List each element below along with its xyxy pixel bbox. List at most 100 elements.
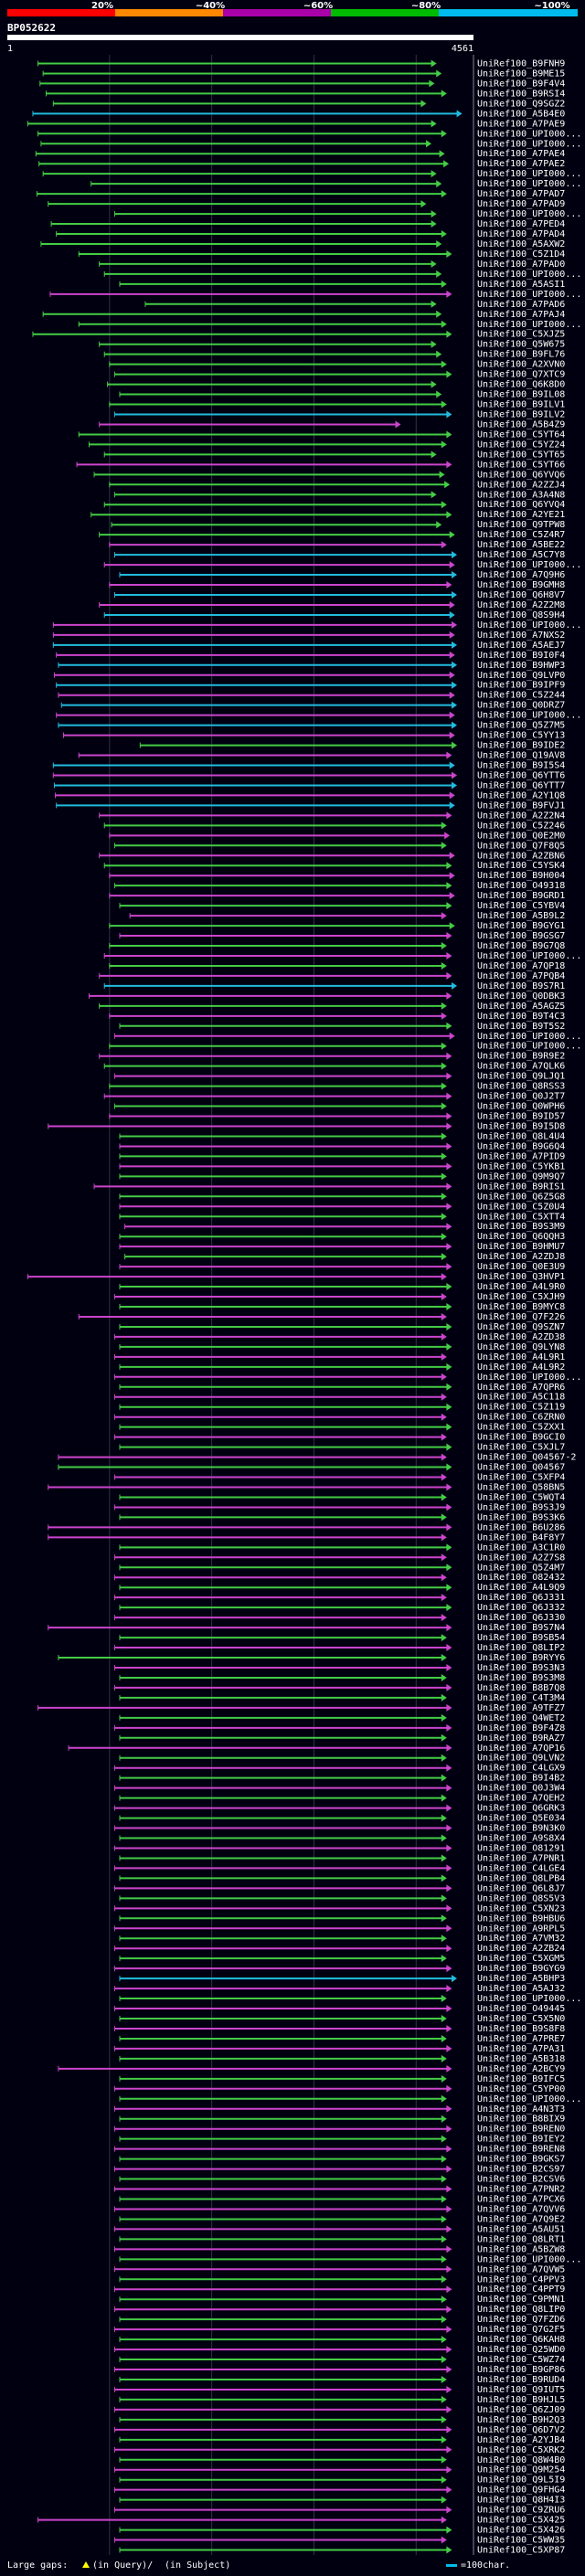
hit-label[interactable]: UniRef100_B6U286 bbox=[477, 1522, 565, 1532]
hit-row[interactable]: UniRef100_A4L9R0 bbox=[119, 1282, 565, 1292]
hit-row[interactable]: UniRef100_B9ME15 bbox=[42, 69, 565, 79]
hit-label[interactable]: UniRef100_C4LGE4 bbox=[477, 1863, 565, 1873]
hit-label[interactable]: UniRef100_A7PRE7 bbox=[477, 2034, 565, 2044]
hit-row[interactable]: UniRef100_Q9FHG4 bbox=[113, 2486, 565, 2496]
hit-label[interactable]: UniRef100_B9S3K6 bbox=[477, 1512, 565, 1522]
hit-label[interactable]: UniRef100_A5AXW2 bbox=[477, 239, 565, 249]
hit-label[interactable]: UniRef100_B9RAZ7 bbox=[477, 1733, 565, 1744]
hit-row[interactable]: UniRef100_UPI000... bbox=[119, 2094, 581, 2104]
hit-row[interactable]: UniRef100_C5XJH9 bbox=[113, 1292, 565, 1302]
hit-label[interactable]: UniRef100_A7PAJ4 bbox=[477, 310, 565, 320]
hit-row[interactable]: UniRef100_A2ZB24 bbox=[113, 1944, 565, 1954]
hit-row[interactable]: UniRef100_A7PAE2 bbox=[38, 159, 566, 169]
hit-label[interactable]: UniRef100_A7PAD9 bbox=[477, 199, 565, 209]
hit-row[interactable]: UniRef100_C5XFP4 bbox=[113, 1473, 565, 1483]
hit-row[interactable]: UniRef100_A7PQB4 bbox=[99, 971, 566, 981]
hit-row[interactable]: UniRef100_Q04567-2 bbox=[58, 1453, 576, 1463]
hit-label[interactable]: UniRef100_A2Z2M8 bbox=[477, 600, 565, 610]
hit-row[interactable]: UniRef100_Q9LVP0 bbox=[53, 671, 565, 681]
hit-row[interactable]: UniRef100_Q9M254 bbox=[113, 2465, 565, 2475]
hit-row[interactable]: UniRef100_C5XRK2 bbox=[113, 2445, 565, 2455]
hit-label[interactable]: UniRef100_A7QLK6 bbox=[477, 1062, 565, 1072]
hit-label[interactable]: UniRef100_O82432 bbox=[477, 1573, 565, 1583]
hit-row[interactable]: UniRef100_Q6YVQ6 bbox=[93, 470, 565, 480]
hit-label[interactable]: UniRef100_Q9M254 bbox=[477, 2465, 565, 2475]
hit-label[interactable]: UniRef100_A2ZD38 bbox=[477, 1332, 565, 1342]
hit-row[interactable]: UniRef100_A7QVW5 bbox=[113, 2264, 565, 2274]
hit-label[interactable]: UniRef100_Q9M9Q7 bbox=[477, 1171, 565, 1182]
hit-row[interactable]: UniRef100_A7PED4 bbox=[50, 219, 565, 229]
hit-row[interactable]: UniRef100_B9F4Z8 bbox=[113, 1723, 565, 1733]
hit-label[interactable]: UniRef100_A5B318 bbox=[477, 2054, 565, 2064]
hit-row[interactable]: UniRef100_B9GKS7 bbox=[119, 2155, 565, 2165]
hit-label[interactable]: UniRef100_Q5W675 bbox=[477, 340, 565, 350]
hit-row[interactable]: UniRef100_UPI000... bbox=[90, 179, 582, 189]
hit-label[interactable]: UniRef100_C5X425 bbox=[477, 2516, 565, 2526]
hit-row[interactable]: UniRef100_B9IL08 bbox=[119, 390, 565, 400]
hit-row[interactable]: UniRef100_Q6Z5G8 bbox=[119, 1192, 565, 1202]
hit-row[interactable]: UniRef100_B9FNH9 bbox=[37, 58, 566, 69]
hit-label[interactable]: UniRef100_UPI000... bbox=[477, 560, 581, 570]
hit-label[interactable]: UniRef100_A4L9R1 bbox=[477, 1352, 565, 1362]
hit-row[interactable]: UniRef100_B9S3M9 bbox=[124, 1222, 566, 1232]
hit-label[interactable]: UniRef100_Q6K8D0 bbox=[477, 380, 565, 390]
hit-label[interactable]: UniRef100_A9S8X4 bbox=[477, 1834, 565, 1844]
hit-row[interactable]: UniRef100_B9S3K6 bbox=[119, 1512, 565, 1522]
hit-label[interactable]: UniRef100_A7PED4 bbox=[477, 219, 565, 229]
hit-label[interactable]: UniRef100_A7PAE9 bbox=[477, 119, 565, 129]
hit-row[interactable]: UniRef100_C5XJL7 bbox=[119, 1443, 565, 1453]
hit-label[interactable]: UniRef100_C9PMN1 bbox=[477, 2295, 565, 2305]
hit-row[interactable]: UniRef100_B9RIS1 bbox=[93, 1182, 565, 1192]
hit-label[interactable]: UniRef100_UPI000... bbox=[477, 1994, 581, 2004]
hit-label[interactable]: UniRef100_C5YY13 bbox=[477, 731, 565, 741]
hit-row[interactable]: UniRef100_Q6D7V2 bbox=[113, 2425, 565, 2435]
hit-row[interactable]: UniRef100_Q0J2T7 bbox=[103, 1092, 565, 1102]
hit-label[interactable]: UniRef100_A2ZZJ4 bbox=[477, 480, 565, 490]
hit-row[interactable]: UniRef100_A2ZD38 bbox=[113, 1332, 565, 1342]
hit-label[interactable]: UniRef100_Q6J332 bbox=[477, 1603, 565, 1613]
hit-label[interactable]: UniRef100_B9GP86 bbox=[477, 2365, 565, 2375]
hit-row[interactable]: UniRef100_Q19AV8 bbox=[78, 751, 565, 761]
hit-label[interactable]: UniRef100_B9IFC5 bbox=[477, 2074, 565, 2084]
hit-row[interactable]: UniRef100_B9T5S2 bbox=[119, 1022, 565, 1032]
hit-label[interactable]: UniRef100_B9F4Z8 bbox=[477, 1723, 565, 1733]
hit-row[interactable]: UniRef100_B9H004 bbox=[109, 871, 566, 881]
hit-label[interactable]: UniRef100_Q9IUT5 bbox=[477, 2385, 565, 2395]
hit-label[interactable]: UniRef100_B9S3N3 bbox=[477, 1663, 565, 1673]
hit-row[interactable]: UniRef100_B9RAZ7 bbox=[119, 1733, 565, 1744]
hit-row[interactable]: UniRef100_C4PPT9 bbox=[113, 2284, 565, 2295]
hit-label[interactable]: UniRef100_A7PID9 bbox=[477, 1151, 565, 1161]
hit-row[interactable]: UniRef100_A2ZBN6 bbox=[99, 851, 566, 861]
hit-label[interactable]: UniRef100_A9RPL5 bbox=[477, 1924, 565, 1934]
hit-label[interactable]: UniRef100_Q25WD0 bbox=[477, 2345, 565, 2355]
hit-label[interactable]: UniRef100_Q58BN5 bbox=[477, 1482, 565, 1492]
hit-label[interactable]: UniRef100_Q6YTT7 bbox=[477, 780, 565, 790]
hit-label[interactable]: UniRef100_C5Z4R7 bbox=[477, 530, 565, 540]
hit-label[interactable]: UniRef100_A2Z2N4 bbox=[477, 811, 565, 821]
hit-label[interactable]: UniRef100_B9I4B2 bbox=[477, 1774, 565, 1784]
hit-row[interactable]: UniRef100_C5XP87 bbox=[119, 2546, 565, 2556]
hit-row[interactable]: UniRef100_Q4WET2 bbox=[119, 1713, 565, 1723]
hit-label[interactable]: UniRef100_A5BZW8 bbox=[477, 2244, 565, 2254]
hit-row[interactable]: UniRef100_UPI000... bbox=[119, 2254, 581, 2264]
hit-row[interactable]: UniRef100_B9REN8 bbox=[113, 2145, 565, 2155]
hit-row[interactable]: UniRef100_UPI000... bbox=[119, 1994, 581, 2004]
hit-label[interactable]: UniRef100_C5WW35 bbox=[477, 2536, 565, 2546]
hit-row[interactable]: UniRef100_A4L9R2 bbox=[119, 1362, 565, 1373]
hit-row[interactable]: UniRef100_C5Z1D4 bbox=[78, 249, 565, 260]
hit-row[interactable]: UniRef100_A7PAD4 bbox=[56, 229, 566, 239]
hit-label[interactable]: UniRef100_C5YT65 bbox=[477, 450, 565, 460]
hit-row[interactable]: UniRef100_Q8LIP0 bbox=[113, 2305, 565, 2315]
hit-label[interactable]: UniRef100_O49445 bbox=[477, 2004, 565, 2014]
hit-row[interactable]: UniRef100_A9RPL5 bbox=[113, 1924, 565, 1934]
hit-row[interactable]: UniRef100_B9HBU6 bbox=[119, 1913, 565, 1924]
hit-label[interactable]: UniRef100_A4L9R2 bbox=[477, 1362, 565, 1373]
hit-label[interactable]: UniRef100_A7QVW5 bbox=[477, 2264, 565, 2274]
hit-label[interactable]: UniRef100_B9N3K0 bbox=[477, 1824, 565, 1834]
hit-label[interactable]: UniRef100_B2CSV6 bbox=[477, 2175, 565, 2185]
hit-row[interactable]: UniRef100_A2Y1Q8 bbox=[55, 790, 566, 800]
hit-label[interactable]: UniRef100_Q5E034 bbox=[477, 1814, 565, 1824]
hit-label[interactable]: UniRef100_C5YT66 bbox=[477, 460, 565, 470]
hit-label[interactable]: UniRef100_B9H004 bbox=[477, 871, 565, 881]
hit-label[interactable]: UniRef100_A2XVN0 bbox=[477, 360, 565, 370]
